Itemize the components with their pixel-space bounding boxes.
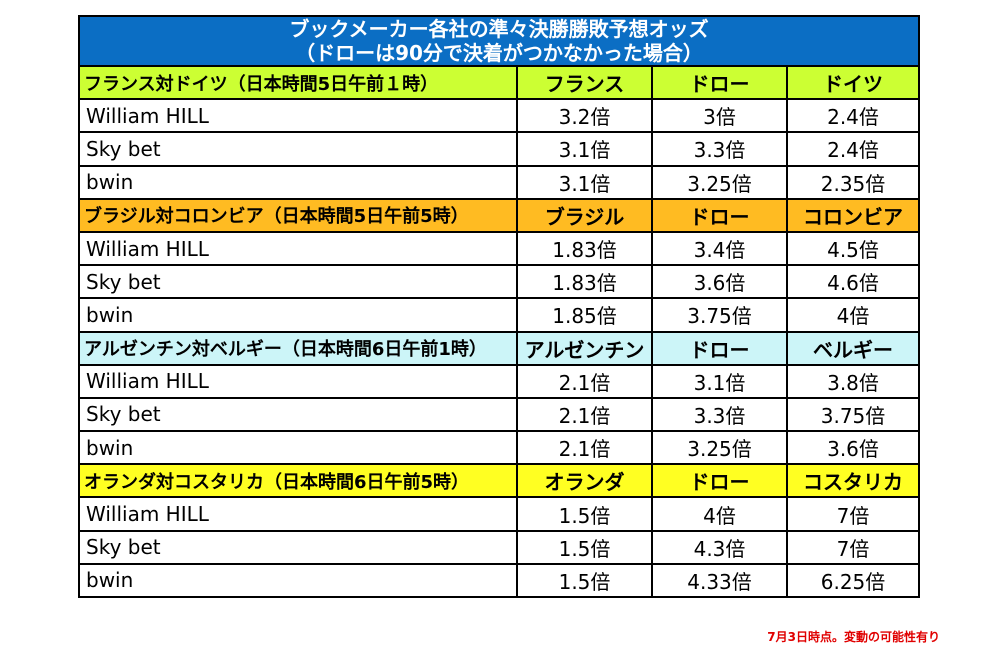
bookmaker-name: Sky bet (78, 396, 518, 433)
odds-team-a: 2.1倍 (516, 363, 653, 399)
odds-team-b: 3.6倍 (785, 430, 921, 466)
odds-team-a: 1.83倍 (516, 230, 653, 267)
odds-team-a: 3.1倍 (516, 131, 653, 167)
odds-draw: 3.25倍 (651, 164, 788, 200)
bookmaker-name: bwin (78, 164, 518, 200)
draw-header: ドロー (651, 463, 788, 499)
odds-team-a: 1.5倍 (516, 562, 653, 599)
table-row: Sky bet 1.5倍 4.3倍 7倍 (78, 529, 921, 565)
odds-team-a: 1.5倍 (516, 496, 653, 532)
odds-table: ブックメーカー各社の準々決勝勝敗予想オッズ （ドローは90分で決着がつかなかった… (77, 15, 921, 599)
bookmaker-name: William HILL (78, 98, 518, 134)
match-title: オランダ対コスタリカ（日本時間6日午前5時） (78, 463, 518, 499)
odds-draw: 4倍 (651, 496, 788, 532)
odds-team-a: 3.2倍 (516, 98, 653, 134)
bookmaker-name: William HILL (78, 230, 518, 267)
team-a-header: オランダ (516, 463, 653, 499)
table-row: William HILL 2.1倍 3.1倍 3.8倍 (78, 363, 921, 399)
title-row: ブックメーカー各社の準々決勝勝敗予想オッズ （ドローは90分で決着がつかなかった… (77, 15, 921, 67)
bookmaker-name: bwin (78, 297, 518, 333)
bookmaker-name: Sky bet (78, 529, 518, 565)
team-a-header: ブラジル (516, 197, 653, 233)
odds-team-a: 1.83倍 (516, 264, 653, 300)
odds-team-b: 2.35倍 (785, 164, 921, 200)
odds-draw: 3.25倍 (651, 430, 788, 466)
table-row: bwin 3.1倍 3.25倍 2.35倍 (78, 164, 921, 200)
odds-team-a: 2.1倍 (516, 430, 653, 466)
match-title: ブラジル対コロンビア（日本時間5日午前5時） (78, 197, 518, 233)
footnote: 7月3日時点。変動の可能性有り (767, 630, 940, 644)
table-row: bwin 1.5倍 4.33倍 6.25倍 (78, 562, 921, 599)
draw-header: ドロー (651, 64, 788, 101)
table-row: William HILL 3.2倍 3倍 2.4倍 (78, 98, 921, 134)
title-line-2: （ドローは90分で決着がつかなかった場合） (295, 41, 703, 65)
bookmaker-name: bwin (78, 430, 518, 466)
team-a-header: アルゼンチン (516, 330, 653, 366)
team-a-header: フランス (516, 64, 653, 101)
match-header-row: オランダ対コスタリカ（日本時間6日午前5時） オランダ ドロー コスタリカ (78, 463, 921, 499)
odds-draw: 3.6倍 (651, 264, 788, 300)
odds-team-b: 2.4倍 (785, 131, 921, 167)
odds-team-b: 4.5倍 (785, 230, 921, 267)
match-title: フランス対ドイツ（日本時間5日午前１時） (78, 64, 518, 101)
odds-team-b: 4.6倍 (785, 264, 921, 300)
bookmaker-name: Sky bet (78, 264, 518, 300)
table-row: William HILL 1.5倍 4倍 7倍 (78, 496, 921, 532)
table-row: bwin 1.85倍 3.75倍 4倍 (78, 297, 921, 333)
odds-team-b: 6.25倍 (785, 562, 921, 599)
table-row: Sky bet 2.1倍 3.3倍 3.75倍 (78, 396, 921, 433)
odds-draw: 4.33倍 (651, 562, 788, 599)
team-b-header: ドイツ (785, 64, 921, 101)
match-header-row: ブラジル対コロンビア（日本時間5日午前5時） ブラジル ドロー コロンビア (78, 197, 921, 233)
match-header-row: フランス対ドイツ（日本時間5日午前１時） フランス ドロー ドイツ (78, 64, 921, 101)
table-row: Sky bet 1.83倍 3.6倍 4.6倍 (78, 264, 921, 300)
odds-team-a: 3.1倍 (516, 164, 653, 200)
odds-team-b: 3.8倍 (785, 363, 921, 399)
odds-team-b: 2.4倍 (785, 98, 921, 134)
odds-draw: 3.75倍 (651, 297, 788, 333)
match-header-row: アルゼンチン対ベルギー（日本時間6日午前1時） アルゼンチン ドロー ベルギー (78, 330, 921, 366)
draw-header: ドロー (651, 197, 788, 233)
odds-draw: 3.4倍 (651, 230, 788, 267)
odds-draw: 3.3倍 (651, 131, 788, 167)
team-b-header: ベルギー (785, 330, 921, 366)
title-line-1: ブックメーカー各社の準々決勝勝敗予想オッズ (289, 17, 709, 41)
odds-draw: 3.1倍 (651, 363, 788, 399)
bookmaker-name: William HILL (78, 496, 518, 532)
table-title: ブックメーカー各社の準々決勝勝敗予想オッズ （ドローは90分で決着がつかなかった… (77, 15, 921, 67)
draw-header: ドロー (651, 330, 788, 366)
odds-draw: 3.3倍 (651, 396, 788, 433)
table-row: Sky bet 3.1倍 3.3倍 2.4倍 (78, 131, 921, 167)
odds-team-b: 4倍 (785, 297, 921, 333)
bookmaker-name: Sky bet (78, 131, 518, 167)
odds-team-a: 1.5倍 (516, 529, 653, 565)
bookmaker-name: William HILL (78, 363, 518, 399)
odds-team-a: 1.85倍 (516, 297, 653, 333)
odds-team-b: 7倍 (785, 496, 921, 532)
table-row: bwin 2.1倍 3.25倍 3.6倍 (78, 430, 921, 466)
bookmaker-name: bwin (78, 562, 518, 599)
team-b-header: コスタリカ (785, 463, 921, 499)
odds-team-b: 3.75倍 (785, 396, 921, 433)
match-title: アルゼンチン対ベルギー（日本時間6日午前1時） (78, 330, 518, 366)
team-b-header: コロンビア (785, 197, 921, 233)
odds-team-b: 7倍 (785, 529, 921, 565)
odds-draw: 3倍 (651, 98, 788, 134)
odds-team-a: 2.1倍 (516, 396, 653, 433)
table-row: William HILL 1.83倍 3.4倍 4.5倍 (78, 230, 921, 267)
odds-draw: 4.3倍 (651, 529, 788, 565)
